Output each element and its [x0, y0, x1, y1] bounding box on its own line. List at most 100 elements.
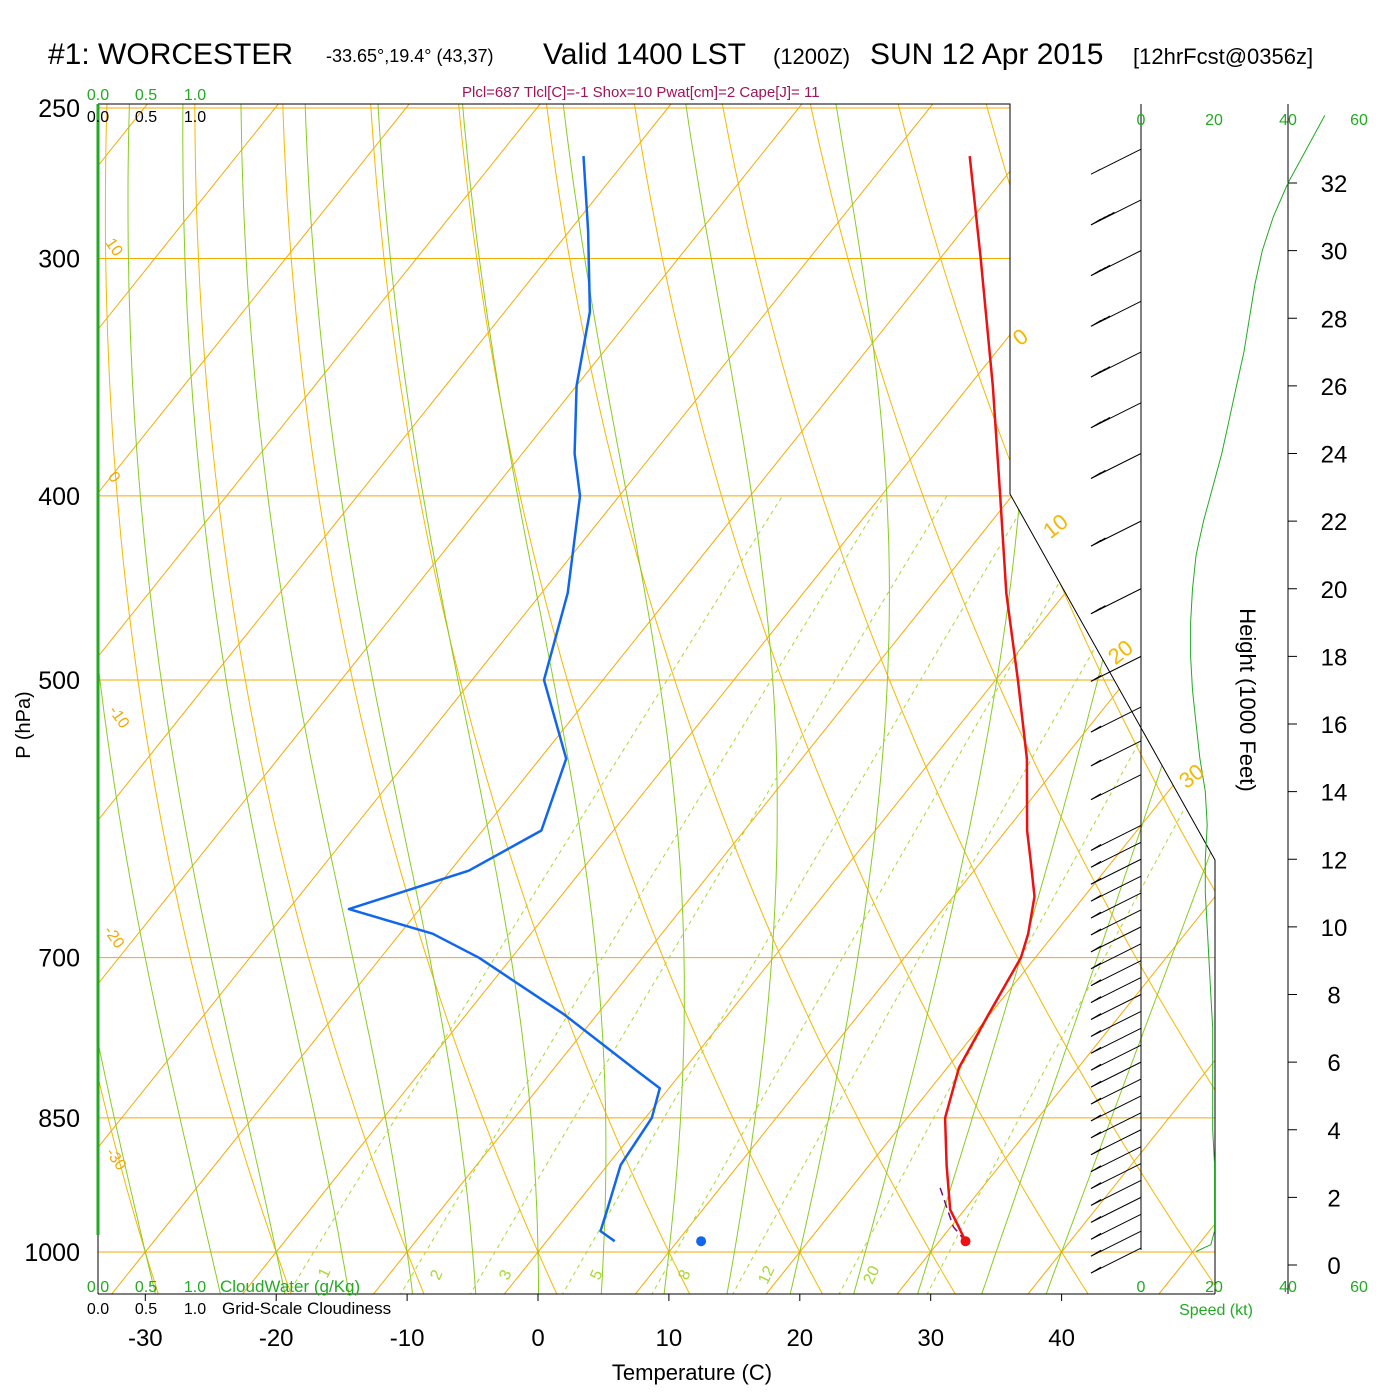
forecast-info: [12hrFcst@0356z]	[1133, 44, 1314, 69]
wind-barb-feather	[1090, 996, 1102, 1004]
wind-barb	[1090, 1213, 1142, 1240]
wind-barb-feather	[1090, 860, 1102, 868]
dry-adiabat	[98, 104, 171, 1294]
wind-barb-half-feather	[1104, 316, 1110, 321]
wind-barb-feather	[1090, 979, 1102, 987]
isotherm-line	[98, 104, 200, 1294]
moist-adiabat	[303, 104, 479, 1294]
wind-barb-staff	[1090, 148, 1142, 175]
valid-time: Valid 1400 LST	[543, 38, 746, 71]
wind-barb-half-feather	[1104, 417, 1110, 422]
wind-barb-feather	[1090, 1063, 1102, 1071]
wind-barb-half-feather	[1095, 726, 1101, 731]
wind-barb-staff	[1090, 1146, 1142, 1173]
wind-barb-staff	[1090, 1180, 1142, 1206]
wind-barb	[1090, 1061, 1142, 1088]
wind-barb-staff	[1090, 1129, 1142, 1156]
cloudiness-top-tick: 0.5	[135, 109, 157, 126]
height-axis-title: Height (1000 Feet)	[1235, 608, 1260, 791]
mixing-ratio-line	[265, 495, 783, 1294]
cloudiness-top-tick: 0.0	[87, 109, 109, 126]
moist-adiabat-label: -10	[105, 703, 132, 732]
wind-barb	[1090, 199, 1142, 226]
speed-bottom-tick-label: 20	[1205, 1279, 1223, 1296]
wind-barb	[1090, 1112, 1142, 1139]
x-tick-label: 30	[917, 1325, 944, 1352]
speed-top-tick-label: 0	[1137, 112, 1146, 129]
cloudiness-top-tick: 1.0	[184, 109, 206, 126]
wind-barb-staff	[1090, 1061, 1142, 1088]
speed-top-tick-label: 20	[1205, 112, 1223, 129]
wind-barb-half-feather	[1095, 794, 1101, 798]
isotherm-line	[1129, 104, 1215, 1294]
wind-barb	[1090, 943, 1142, 970]
isotherm-line	[998, 104, 1215, 1294]
cloudwater-top-tick: 0.5	[135, 87, 157, 104]
wind-barb	[1090, 926, 1142, 953]
wind-barb-half-feather	[1104, 265, 1110, 270]
speed-top-tick-label: 40	[1279, 112, 1297, 129]
wind-barb	[1090, 1230, 1142, 1257]
wind-barb-feather	[1090, 928, 1102, 936]
mixing-ratio-line	[448, 495, 948, 1294]
dry-adiabat	[882, 104, 1215, 1294]
cloudiness-label: Grid-Scale Cloudiness	[222, 1299, 391, 1318]
x-tick-label: -30	[128, 1325, 163, 1352]
wind-barb-feather	[1090, 1029, 1102, 1037]
cloudwater-bottom-tick: 0.5	[135, 1279, 157, 1296]
isotherm-line	[605, 104, 1215, 1294]
wind-barb	[1090, 402, 1142, 429]
height-tick-label: 28	[1321, 306, 1348, 333]
speed-top-tick-label: 60	[1350, 112, 1368, 129]
pressure-tick-label: 250	[38, 95, 80, 123]
wind-barb-staff	[1090, 1112, 1142, 1139]
moist-adiabat	[968, 104, 1215, 1294]
wind-barb-staff	[1090, 909, 1142, 936]
speed-bottom-tick-label: 40	[1279, 1279, 1297, 1296]
isotherm-line	[736, 104, 1215, 1294]
wind-barb-half-feather	[1095, 675, 1101, 680]
wind-barb	[1090, 706, 1142, 733]
wind-barb	[1090, 740, 1142, 767]
wind-barb	[1090, 892, 1142, 919]
height-tick-label: 8	[1327, 983, 1340, 1010]
dry-adiabat	[1313, 39, 1400, 1331]
wind-barb-feather	[1090, 911, 1102, 919]
height-tick-label: 16	[1321, 712, 1348, 739]
isotherm-line	[98, 104, 724, 1294]
moist-adiabat	[680, 104, 778, 1294]
moist-adiabat	[98, 104, 165, 1294]
moist-adiabat	[375, 104, 540, 1294]
wind-barb-feather	[1090, 1013, 1102, 1020]
height-tick-label: 6	[1327, 1050, 1340, 1077]
wind-barb-staff	[1090, 960, 1142, 987]
plot-frame	[98, 103, 1216, 1294]
wind-barb-feather	[1090, 1182, 1102, 1189]
wind-barb-feather	[1090, 1080, 1102, 1088]
wind-barb	[1090, 1095, 1142, 1122]
dry-adiabat	[710, 104, 1215, 1294]
parcel-path	[937, 1182, 967, 1242]
wind-barb-feather	[1090, 945, 1102, 953]
wind-barb-staff	[1090, 1213, 1142, 1240]
height-tick-label: 22	[1321, 509, 1348, 536]
wind-barb-staff	[1090, 1044, 1142, 1071]
moist-adiabat	[843, 104, 1028, 1294]
mixing-ratio-label: 5	[587, 1267, 606, 1282]
wind-barb-staff	[1090, 1027, 1142, 1054]
wind-barb	[1090, 977, 1142, 1004]
mixing-ratio-line	[907, 495, 1215, 1294]
isotherm-line	[474, 104, 1215, 1294]
speed-bottom-tick-label: 0	[1137, 1279, 1146, 1296]
wind-barb-feather	[1090, 1232, 1102, 1240]
x-tick-label: -20	[259, 1325, 294, 1352]
cloudiness-bottom-tick: 0.5	[135, 1301, 157, 1318]
wind-barb	[1090, 1196, 1142, 1223]
wind-barb-feather	[1104, 211, 1115, 219]
dry-adiabat	[366, 104, 709, 1294]
wind-barb-staff	[1090, 1078, 1142, 1105]
cloudwater-bottom-tick: 1.0	[184, 1279, 206, 1296]
wind-barb	[1090, 1027, 1142, 1054]
x-axis-title: Temperature (C)	[612, 1360, 772, 1385]
x-tick-label: 40	[1048, 1325, 1075, 1352]
